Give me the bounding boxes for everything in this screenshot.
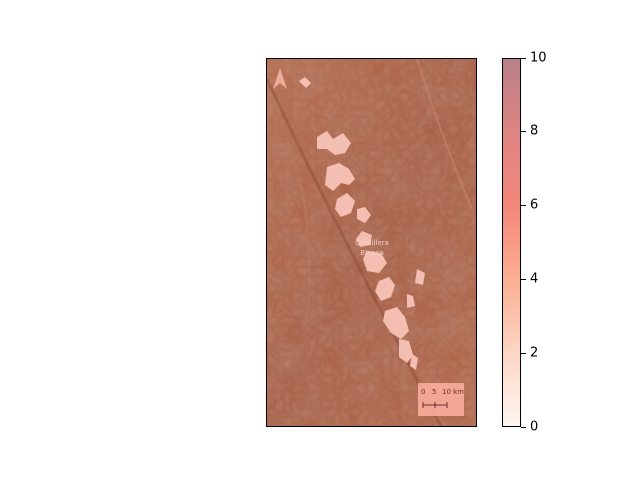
colorbar-tick [521,131,526,132]
colorbar-tick [521,58,526,59]
river-line [286,138,311,320]
scale-label-5: 5 [432,388,437,396]
colorbar-tick [521,205,526,206]
place-label-line1: Cordillera [355,239,389,247]
colorbar-tick-label: 2 [530,345,539,361]
place-label-line2: Blanca [360,249,384,257]
colorbar-tick [521,427,526,428]
scale-label-10: 10 km [442,388,465,396]
colorbar [502,58,521,427]
valley-line [416,59,473,210]
colorbar-tick-label: 10 [530,50,547,66]
scale-bar: 0 5 10 km [418,383,464,416]
colorbar-tick [521,353,526,354]
colorbar-tick-label: 8 [530,123,539,139]
ridge-line [267,78,443,426]
north-arrow-icon [272,68,288,94]
colorbar-tick-label: 0 [530,419,539,435]
place-label: Cordillera Blanca [348,238,396,258]
terrain-image [267,59,476,426]
scale-label-0: 0 [421,388,426,396]
colorbar-tick-label: 6 [530,197,539,213]
satellite-map [266,58,477,427]
scale-bar-line [422,402,448,408]
colorbar-tick [521,279,526,280]
glacier-areas [299,77,425,370]
colorbar-tick-label: 4 [530,271,539,287]
